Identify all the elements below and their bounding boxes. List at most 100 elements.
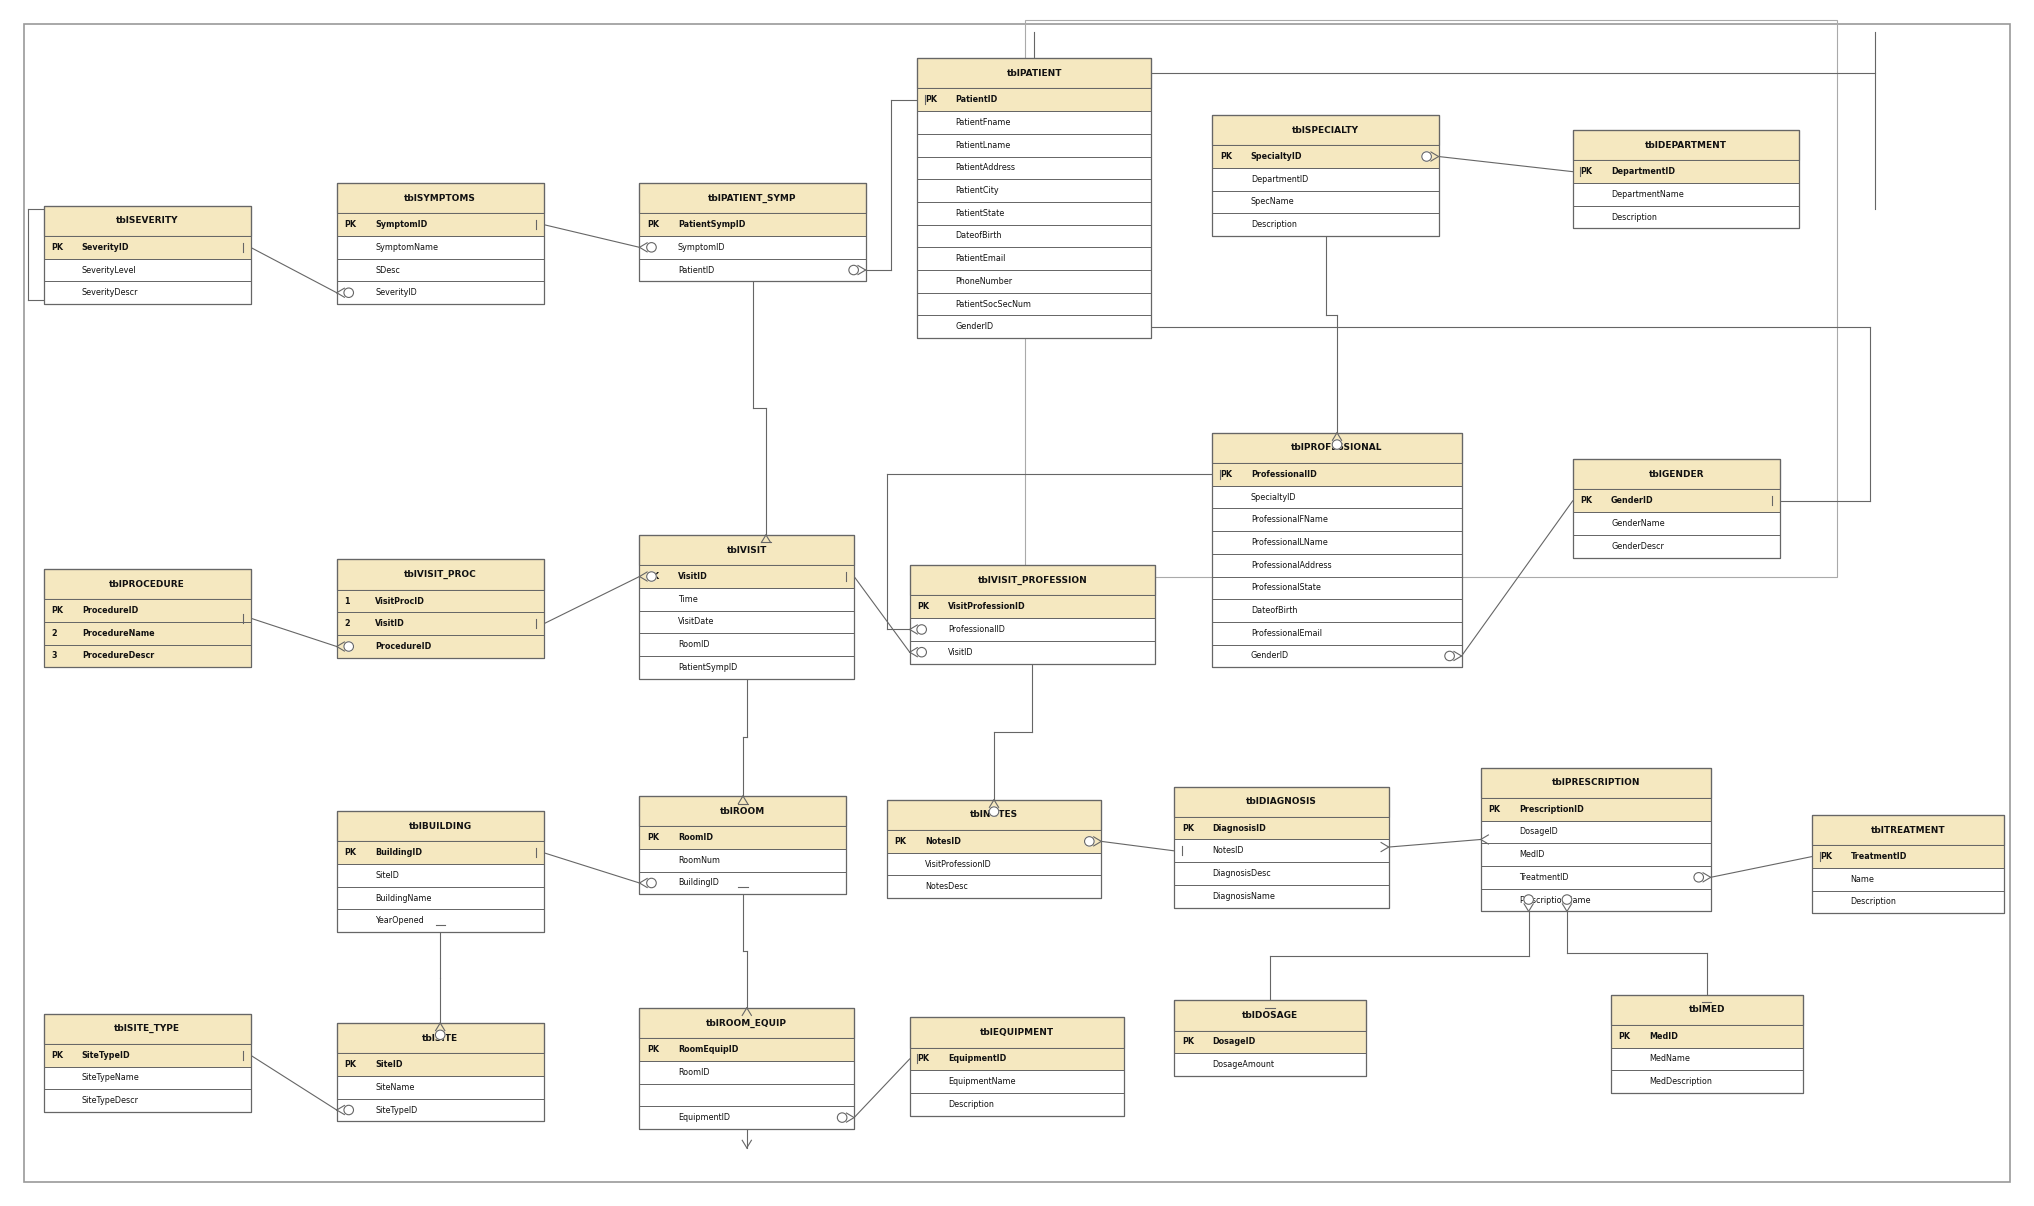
- Text: tblSITE: tblSITE: [423, 1034, 458, 1043]
- Bar: [43, 1089, 250, 1112]
- Text: SymptomName: SymptomName: [374, 242, 437, 252]
- Bar: [909, 566, 1155, 663]
- Bar: [917, 201, 1151, 224]
- Text: ProcedureID: ProcedureID: [374, 642, 431, 651]
- Text: DepartmentID: DepartmentID: [1611, 168, 1676, 176]
- Text: PK: PK: [1220, 470, 1233, 479]
- Text: GenderID: GenderID: [956, 322, 995, 332]
- Bar: [639, 796, 846, 895]
- Bar: [1174, 1053, 1365, 1076]
- Text: SymptomID: SymptomID: [374, 221, 427, 229]
- Bar: [1481, 798, 1711, 820]
- Circle shape: [1084, 837, 1094, 847]
- Text: BuildingName: BuildingName: [374, 894, 431, 902]
- Text: tblPROCEDURE: tblPROCEDURE: [110, 580, 185, 589]
- Circle shape: [848, 265, 858, 275]
- Text: PatientSocSecNum: PatientSocSecNum: [956, 299, 1031, 309]
- Bar: [1481, 820, 1711, 843]
- Circle shape: [989, 807, 999, 816]
- Bar: [917, 58, 1151, 88]
- Text: YearOpened: YearOpened: [374, 917, 423, 925]
- Text: tblNOTES: tblNOTES: [970, 810, 1019, 819]
- Text: GenderName: GenderName: [1611, 519, 1664, 528]
- Bar: [639, 796, 846, 826]
- Circle shape: [647, 572, 657, 581]
- Circle shape: [1694, 873, 1704, 882]
- Bar: [338, 842, 543, 863]
- Text: SiteID: SiteID: [374, 871, 399, 880]
- Bar: [1025, 21, 1837, 576]
- Text: DosageAmount: DosageAmount: [1212, 1060, 1275, 1069]
- Text: DepartmentName: DepartmentName: [1611, 189, 1684, 199]
- Bar: [639, 872, 846, 895]
- Bar: [338, 590, 543, 613]
- Bar: [338, 183, 543, 304]
- Text: TreatmentID: TreatmentID: [1519, 873, 1568, 882]
- Bar: [1174, 862, 1389, 885]
- Text: PK: PK: [1182, 824, 1194, 832]
- Bar: [338, 1076, 543, 1099]
- Text: 2: 2: [51, 628, 57, 638]
- Bar: [917, 293, 1151, 316]
- Text: RoomEquipID: RoomEquipID: [677, 1044, 738, 1054]
- Bar: [338, 1099, 543, 1122]
- Bar: [639, 610, 854, 633]
- Text: tblEQUIPMENT: tblEQUIPMENT: [980, 1028, 1054, 1037]
- Bar: [1212, 463, 1462, 486]
- Text: PrescriptionID: PrescriptionID: [1519, 804, 1584, 814]
- Circle shape: [647, 242, 657, 252]
- Bar: [338, 281, 543, 304]
- Text: tblSYMPTOMS: tblSYMPTOMS: [405, 194, 476, 203]
- Text: tblPATIENT: tblPATIENT: [1007, 69, 1062, 77]
- Bar: [43, 206, 250, 236]
- Text: PK: PK: [647, 221, 659, 229]
- Text: DiagnosisName: DiagnosisName: [1212, 891, 1275, 901]
- Text: DosageID: DosageID: [1519, 827, 1558, 837]
- Bar: [1174, 885, 1389, 908]
- Text: Description: Description: [1611, 212, 1658, 222]
- Bar: [909, 1018, 1125, 1116]
- Bar: [1812, 845, 2003, 868]
- Bar: [639, 587, 854, 610]
- Bar: [639, 1106, 854, 1129]
- Text: PatientLname: PatientLname: [956, 141, 1011, 150]
- Text: PK: PK: [344, 221, 356, 229]
- Bar: [338, 863, 543, 886]
- Text: DiagnosisDesc: DiagnosisDesc: [1212, 870, 1271, 878]
- Bar: [338, 1053, 543, 1076]
- Text: ProfessionalLName: ProfessionalLName: [1251, 538, 1328, 548]
- Bar: [43, 622, 250, 645]
- Bar: [43, 1013, 250, 1044]
- Text: GenderDescr: GenderDescr: [1611, 541, 1664, 551]
- Text: PK: PK: [344, 848, 356, 857]
- Text: VisitProcID: VisitProcID: [374, 597, 425, 605]
- Text: ProcedureName: ProcedureName: [81, 628, 155, 638]
- Bar: [43, 281, 250, 304]
- Circle shape: [838, 1113, 846, 1123]
- Text: RoomID: RoomID: [677, 833, 712, 842]
- Text: PK: PK: [1820, 851, 1833, 861]
- Text: Description: Description: [1251, 221, 1296, 229]
- Bar: [338, 909, 543, 932]
- Bar: [43, 599, 250, 622]
- Text: SeverityID: SeverityID: [374, 288, 417, 297]
- Text: EquipmentName: EquipmentName: [948, 1077, 1015, 1087]
- Text: PatientID: PatientID: [956, 95, 999, 104]
- Text: Description: Description: [1851, 897, 1896, 907]
- Bar: [1212, 433, 1462, 463]
- Bar: [1572, 459, 1780, 557]
- Bar: [1174, 786, 1389, 908]
- Text: tblDOSAGE: tblDOSAGE: [1243, 1011, 1298, 1020]
- Bar: [1572, 160, 1798, 183]
- Bar: [338, 560, 543, 657]
- Bar: [1572, 535, 1780, 557]
- Bar: [43, 1066, 250, 1089]
- Text: tblVISIT: tblVISIT: [726, 545, 767, 555]
- Text: ProfessionalFName: ProfessionalFName: [1251, 515, 1328, 525]
- Text: tblMED: tblMED: [1688, 1006, 1725, 1014]
- Text: Description: Description: [948, 1100, 995, 1108]
- Bar: [338, 812, 543, 842]
- Bar: [338, 886, 543, 909]
- Bar: [1212, 554, 1462, 576]
- Text: PK: PK: [647, 572, 659, 581]
